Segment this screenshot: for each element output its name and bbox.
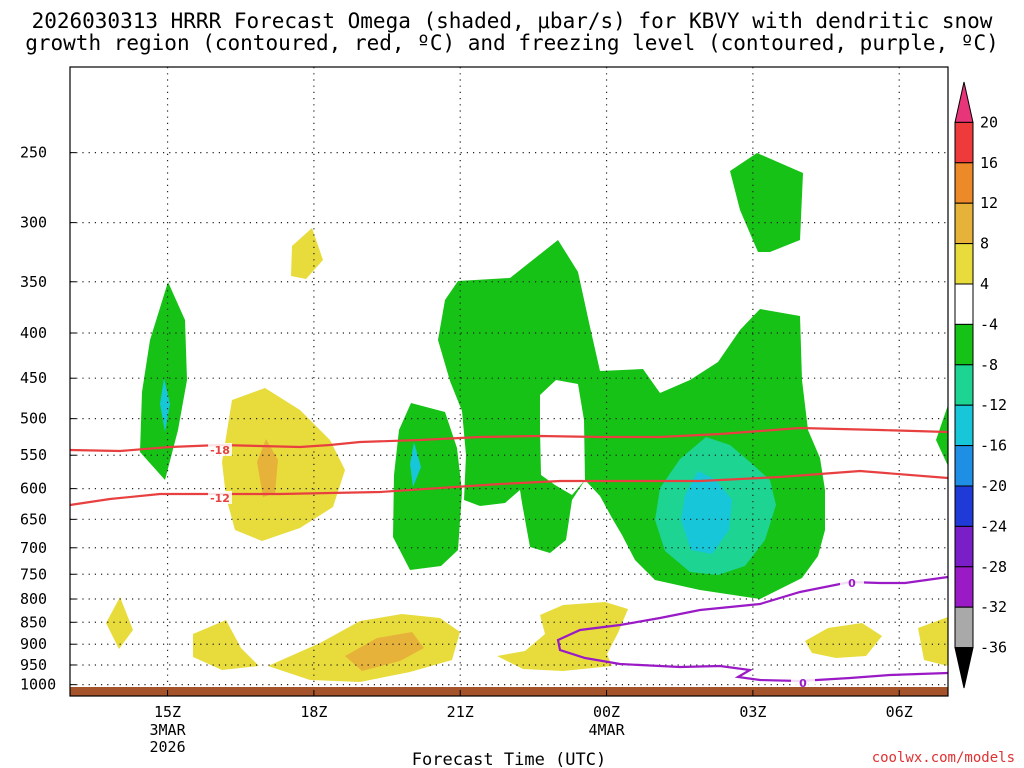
omega-region [345,632,424,671]
omega-region [936,405,948,466]
colorbar-tip-top [954,81,974,123]
colorbar-label: -28 [980,558,1007,576]
colorbar-label: -16 [980,437,1007,455]
colorbar-label: 16 [980,154,998,172]
chart-title-line: 2026030313 HRRR Forecast Omega (shaded, … [32,9,993,33]
chart-title: 2026030313 HRRR Forecast Omega (shaded, … [25,9,999,55]
x-axis-title: Forecast Time (UTC) [412,750,606,768]
isotherm-line [799,671,949,683]
colorbar-tip-bottom [954,647,974,689]
isotherm-line [69,426,949,453]
omega-region [730,153,803,252]
isotherm-label-bg [840,576,864,589]
isotherm-label-bg [208,443,232,456]
y-tick-label: 750 [20,565,47,583]
colorbar-swatch [954,445,974,487]
y-tick-label: 850 [20,613,47,631]
y-tick-label: 300 [20,214,47,232]
omega-region [805,623,882,658]
colorbar-label: 20 [980,113,998,131]
y-tick-label: 350 [20,273,47,291]
y-tick-label: 1000 [20,676,56,694]
omega-region [681,471,732,554]
credit-text: coolwx.com/models [872,750,1015,766]
grid-lines [70,67,948,696]
y-tick-label: 500 [20,410,47,428]
colorbar-label: -24 [980,517,1007,535]
omega-shading [106,153,948,682]
y-tick-label: 250 [20,144,47,162]
omega-region [106,597,133,649]
colorbar-swatch [954,404,974,447]
x-tick-sublabel: 4MAR [588,721,625,739]
omega-region [140,282,187,480]
chart-title-line: growth region (contoured, red, ºC) and f… [25,31,999,55]
colorbar-label: -32 [980,598,1007,616]
y-tick-label: 800 [20,590,47,608]
colorbar-label: -12 [980,396,1007,414]
omega-region [160,378,170,432]
isotherm-label-bg [208,491,232,504]
colorbar-swatch [954,243,974,285]
y-axis-ticks: 250 300 350 400 450 500 550 600 650 700 750 800 850 9… [20,144,76,694]
y-tick-label: 950 [20,656,47,674]
plot-area: -18 -12 0 0 [69,66,949,697]
colorbar-swatch [954,323,974,366]
isotherm-label-bg [791,676,815,689]
x-tick-label: 18Z [300,703,327,721]
x-tick-label: 21Z [447,703,474,721]
y-tick-label: 550 [20,446,47,464]
x-tick-label: 15Z [154,703,181,721]
omega-region [393,403,462,570]
omega-region [222,388,345,541]
colorbar-label: -8 [980,356,998,374]
omega-region [291,228,323,279]
omega-region [193,620,259,670]
isotherm-label: 0 [848,577,856,590]
colorbar-label: -4 [980,315,998,333]
colorbar-swatch [954,121,974,164]
isotherm-line [69,469,949,507]
x-tick-sublabel: 3MAR [149,721,186,739]
colorbar-swatch [954,202,974,245]
y-tick-label: 700 [20,539,47,557]
y-tick-label: 650 [20,510,47,528]
colorbar-swatch [954,485,974,527]
isotherm-label: -12 [210,492,230,505]
colorbar-swatch [954,364,974,406]
colorbar-swatch [954,566,974,608]
omega-region [257,439,278,497]
colorbar-label: 8 [980,235,989,253]
omega-region [918,617,948,666]
y-tick-label: 900 [20,635,47,653]
isotherm-label: -18 [210,444,230,457]
colorbar-swatch [954,606,974,649]
y-tick-label: 450 [20,369,47,387]
x-tick-sublabel: 2026 [149,738,185,756]
omega-region [497,602,628,671]
omega-gap [540,380,585,495]
colorbar-label: -20 [980,477,1007,495]
isotherm-contours: -18 -12 0 0 [69,426,949,690]
y-tick-label: 600 [20,480,47,498]
x-tick-label: 06Z [886,703,913,721]
ground-terrain [70,687,948,696]
colorbar-label: -36 [980,639,1007,657]
plot-frame [69,66,949,697]
x-tick-label: 03Z [739,703,766,721]
omega-region [410,442,421,487]
colorbar-label: 4 [980,275,989,293]
colorbar-swatch [954,283,974,325]
colorbar-label: 12 [980,194,998,212]
colorbar-swatch [954,162,974,204]
colorbar-legend: 20 16 12 8 4 -4 -8 -12 -16 -20 -24 -28 -32 -36 [954,81,1007,689]
isotherm-label: 0 [799,677,807,690]
x-tick-label: 00Z [593,703,620,721]
y-tick-label: 400 [20,324,47,342]
colorbar-swatch [954,525,974,568]
